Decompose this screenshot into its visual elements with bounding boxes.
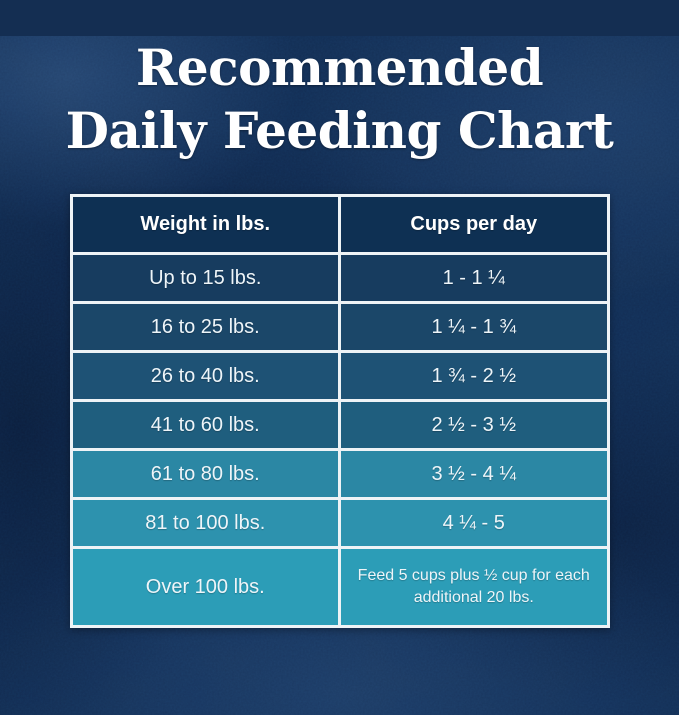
table-row: 81 to 100 lbs. 4 ¼ - 5 bbox=[72, 500, 607, 546]
weight-cell: 16 to 25 lbs. bbox=[72, 304, 338, 350]
table-row: 41 to 60 lbs. 2 ½ - 3 ½ bbox=[72, 402, 607, 448]
table-row: Up to 15 lbs. 1 - 1 ¼ bbox=[72, 255, 607, 301]
page-title: Recommended Daily Feeding Chart bbox=[0, 36, 679, 162]
header-cell-cups: Cups per day bbox=[341, 197, 607, 252]
table-row: 61 to 80 lbs. 3 ½ - 4 ¼ bbox=[72, 451, 607, 497]
table-header-row: Weight in lbs. Cups per day bbox=[72, 197, 607, 252]
cups-cell: 1 ¾ - 2 ½ bbox=[341, 353, 607, 399]
title-line-2: Daily Feeding Chart bbox=[65, 101, 614, 160]
feeding-table: Weight in lbs. Cups per day Up to 15 lbs… bbox=[69, 194, 610, 628]
weight-cell: 41 to 60 lbs. bbox=[72, 402, 338, 448]
weight-cell: Up to 15 lbs. bbox=[72, 255, 338, 301]
cups-cell: Feed 5 cups plus ½ cup for each addition… bbox=[341, 549, 607, 625]
weight-cell: 81 to 100 lbs. bbox=[72, 500, 338, 546]
header-cell-weight: Weight in lbs. bbox=[72, 197, 338, 252]
cups-cell: 1 - 1 ¼ bbox=[341, 255, 607, 301]
cups-cell: 3 ½ - 4 ¼ bbox=[341, 451, 607, 497]
table-row: 26 to 40 lbs. 1 ¾ - 2 ½ bbox=[72, 353, 607, 399]
cups-cell: 1 ¼ - 1 ¾ bbox=[341, 304, 607, 350]
weight-cell: Over 100 lbs. bbox=[72, 549, 338, 625]
weight-cell: 61 to 80 lbs. bbox=[72, 451, 338, 497]
table-row: Over 100 lbs. Feed 5 cups plus ½ cup for… bbox=[72, 549, 607, 625]
cups-cell: 4 ¼ - 5 bbox=[341, 500, 607, 546]
title-line-1: Recommended bbox=[135, 38, 544, 97]
cups-cell: 2 ½ - 3 ½ bbox=[341, 402, 607, 448]
weight-cell: 26 to 40 lbs. bbox=[72, 353, 338, 399]
table-row: 16 to 25 lbs. 1 ¼ - 1 ¾ bbox=[72, 304, 607, 350]
